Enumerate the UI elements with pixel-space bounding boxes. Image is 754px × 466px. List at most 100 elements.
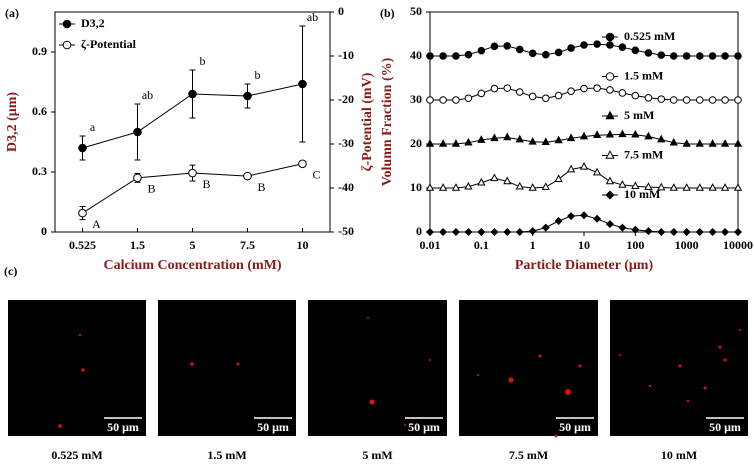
micrographs — [8, 300, 748, 438]
marker — [567, 44, 575, 52]
x-tick-label: 0.01 — [420, 238, 441, 252]
legend-marker — [605, 190, 615, 200]
legend-marker — [605, 150, 615, 159]
plot-frame — [429, 11, 739, 233]
marker — [490, 133, 499, 142]
x-tick-label: 10 — [297, 238, 309, 252]
y-tick-label: 50 — [410, 4, 422, 18]
legend-label: 1.5 mM — [624, 68, 663, 82]
panel-label: (c) — [4, 264, 17, 278]
marker — [541, 182, 550, 190]
marker — [554, 91, 563, 100]
marker — [657, 182, 666, 191]
marker — [515, 181, 524, 190]
marker — [78, 143, 87, 153]
legend-label: D3,2 — [81, 16, 105, 30]
x-tick-label: 100 — [626, 238, 644, 252]
marker — [592, 130, 602, 138]
x-tick-label: 7.5 — [240, 238, 255, 252]
marker — [425, 183, 435, 191]
marker — [566, 133, 576, 142]
marker — [464, 50, 473, 59]
y-tick-label: 20 — [410, 136, 422, 150]
marker — [451, 139, 461, 147]
y2-tick-label: -30 — [338, 136, 354, 150]
marker — [515, 45, 524, 54]
value-label: a — [90, 120, 96, 134]
marker — [682, 96, 691, 104]
marker — [631, 46, 640, 55]
marker — [579, 211, 589, 220]
marker — [618, 223, 627, 232]
value-label: B — [147, 182, 155, 196]
marker — [631, 91, 640, 100]
marker — [528, 183, 537, 191]
marker — [631, 225, 640, 234]
caption: 0.525 mM — [51, 448, 102, 462]
marker — [477, 89, 486, 98]
marker — [695, 139, 704, 147]
marker — [451, 227, 460, 237]
marker — [618, 43, 627, 52]
marker — [425, 227, 435, 237]
x-tick-label: 0.525 — [69, 238, 96, 252]
marker — [618, 89, 627, 97]
micrograph — [459, 300, 598, 436]
legend-label: 5 mM — [624, 108, 654, 122]
marker — [554, 174, 563, 182]
panel-label: (b) — [380, 6, 395, 20]
marker — [425, 139, 435, 147]
y2-axis-title: ζ-Potential (mV) — [360, 72, 375, 171]
marker — [133, 127, 142, 137]
marker — [657, 51, 666, 59]
marker — [541, 50, 550, 59]
marker — [554, 48, 563, 57]
x-axis-title: Particle Diameter (μm) — [515, 258, 654, 273]
marker — [541, 94, 550, 103]
y-tick-label: 40 — [410, 48, 422, 62]
marker — [464, 137, 473, 146]
y-tick-label: 0 — [41, 224, 47, 238]
marker — [567, 212, 576, 221]
x-tick-label: 10000 — [723, 238, 753, 252]
y-tick-label: 0.3 — [32, 164, 47, 178]
marker — [477, 227, 486, 237]
caption: 7.5 mM — [509, 448, 548, 462]
legend-label: 10 mM — [624, 187, 660, 201]
marker — [452, 96, 460, 104]
scale-label: 50 μm — [709, 420, 741, 434]
marker — [515, 88, 524, 96]
caption: 1.5 mM — [207, 448, 246, 462]
marker — [618, 129, 627, 138]
x-tick-label: 1.5 — [130, 238, 145, 252]
marker — [695, 96, 704, 104]
caption: 5 mM — [362, 448, 392, 462]
marker — [541, 223, 550, 232]
micrograph — [610, 300, 748, 436]
marker — [439, 227, 448, 237]
marker — [451, 183, 461, 191]
marker — [490, 173, 499, 182]
marker — [503, 132, 512, 141]
marker — [644, 182, 653, 190]
marker — [298, 79, 307, 89]
marker — [452, 52, 460, 60]
marker — [733, 139, 743, 147]
marker — [605, 220, 614, 229]
marker — [477, 46, 486, 55]
marker — [733, 227, 743, 237]
marker — [477, 177, 486, 186]
marker — [708, 139, 717, 147]
marker — [657, 95, 666, 103]
marker — [515, 134, 524, 143]
scale-label: 50 μm — [107, 420, 139, 434]
value-label: C — [312, 168, 320, 182]
marker — [567, 87, 575, 95]
marker — [426, 52, 434, 60]
marker — [669, 52, 678, 60]
scale-label: 50 μm — [559, 420, 591, 434]
marker — [695, 52, 704, 60]
x-tick-label: 10 — [578, 238, 590, 252]
legend-marker — [605, 32, 615, 42]
y2-tick-label: -40 — [338, 180, 354, 194]
